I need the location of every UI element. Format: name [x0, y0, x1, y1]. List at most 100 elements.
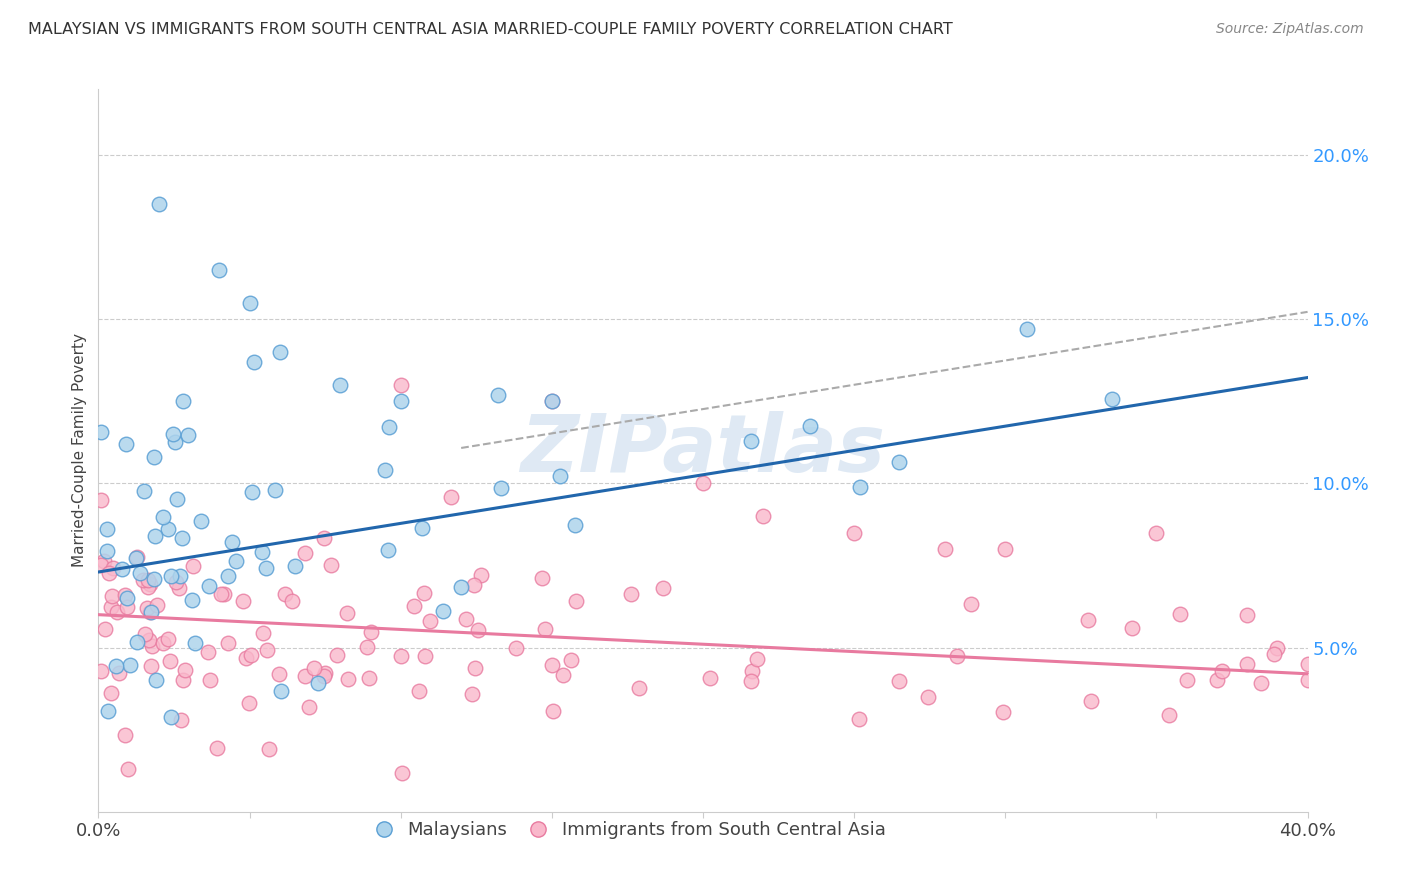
Point: [167, 581, 190, 595]
Point: [389, 648, 412, 663]
Point: [139, 605, 162, 619]
Point: [183, 636, 205, 650]
Point: [169, 569, 191, 583]
Point: [486, 388, 509, 402]
Point: [551, 667, 574, 681]
Point: [548, 468, 571, 483]
Point: [960, 598, 983, 612]
Point: [849, 480, 872, 494]
Point: [1077, 613, 1099, 627]
Point: [101, 561, 124, 575]
Point: [165, 575, 187, 590]
Point: [217, 636, 239, 650]
Point: [177, 427, 200, 442]
Point: [470, 568, 492, 582]
Point: [141, 639, 163, 653]
Point: [181, 558, 204, 573]
Point: [114, 589, 136, 603]
Point: [127, 634, 149, 648]
Point: [540, 394, 562, 409]
Point: [402, 599, 425, 614]
Point: [1080, 693, 1102, 707]
Point: [257, 742, 280, 756]
Point: [294, 546, 316, 560]
Point: [565, 594, 588, 608]
Point: [114, 728, 136, 742]
Point: [419, 614, 441, 628]
Point: [284, 558, 307, 573]
Point: [163, 434, 186, 449]
Point: [540, 658, 562, 673]
Point: [90, 492, 112, 507]
Point: [152, 509, 174, 524]
Point: [264, 483, 287, 497]
Point: [221, 534, 243, 549]
Point: [198, 673, 221, 687]
Point: [240, 648, 263, 662]
Point: [530, 571, 553, 585]
Point: [741, 664, 763, 678]
Point: [152, 635, 174, 649]
Point: [136, 581, 159, 595]
Point: [740, 673, 762, 688]
Point: [225, 554, 247, 568]
Point: [145, 673, 167, 688]
Point: [94, 622, 117, 636]
Point: [740, 434, 762, 449]
Point: [93, 554, 115, 568]
Point: [326, 648, 349, 662]
Point: [162, 427, 184, 442]
Point: [172, 673, 194, 687]
Point: [267, 667, 290, 681]
Point: [136, 601, 159, 615]
Point: [1263, 647, 1285, 661]
Point: [96, 523, 118, 537]
Point: [463, 578, 485, 592]
Point: [157, 632, 180, 646]
Point: [329, 377, 352, 392]
Point: [887, 455, 910, 469]
Point: [314, 532, 336, 546]
Point: [160, 710, 183, 724]
Point: [946, 649, 969, 664]
Point: [294, 668, 316, 682]
Point: [411, 521, 433, 535]
Point: [319, 558, 342, 573]
Point: [1236, 607, 1258, 622]
Point: [454, 612, 477, 626]
Point: [143, 529, 166, 543]
Point: [142, 572, 165, 586]
Point: [620, 587, 643, 601]
Point: [336, 606, 359, 620]
Point: [1211, 664, 1233, 678]
Point: [208, 262, 231, 277]
Point: [235, 650, 257, 665]
Point: [1250, 676, 1272, 690]
Point: [432, 604, 454, 618]
Point: [699, 671, 721, 685]
Point: [190, 514, 212, 528]
Point: [239, 295, 262, 310]
Point: [143, 450, 166, 464]
Point: [560, 653, 582, 667]
Point: [415, 648, 437, 663]
Legend: Malaysians, Immigrants from South Central Asia: Malaysians, Immigrants from South Centra…: [368, 814, 893, 846]
Point: [90, 558, 112, 572]
Point: [467, 623, 489, 637]
Point: [378, 420, 401, 434]
Point: [98, 566, 121, 581]
Point: [1175, 673, 1198, 688]
Point: [115, 599, 138, 614]
Point: [391, 766, 413, 780]
Point: [848, 712, 870, 726]
Point: [252, 625, 274, 640]
Point: [1101, 392, 1123, 406]
Point: [413, 586, 436, 600]
Point: [170, 713, 193, 727]
Point: [232, 594, 254, 608]
Point: [254, 561, 277, 575]
Point: [360, 624, 382, 639]
Text: ZIPatlas: ZIPatlas: [520, 411, 886, 490]
Point: [489, 481, 512, 495]
Point: [270, 683, 292, 698]
